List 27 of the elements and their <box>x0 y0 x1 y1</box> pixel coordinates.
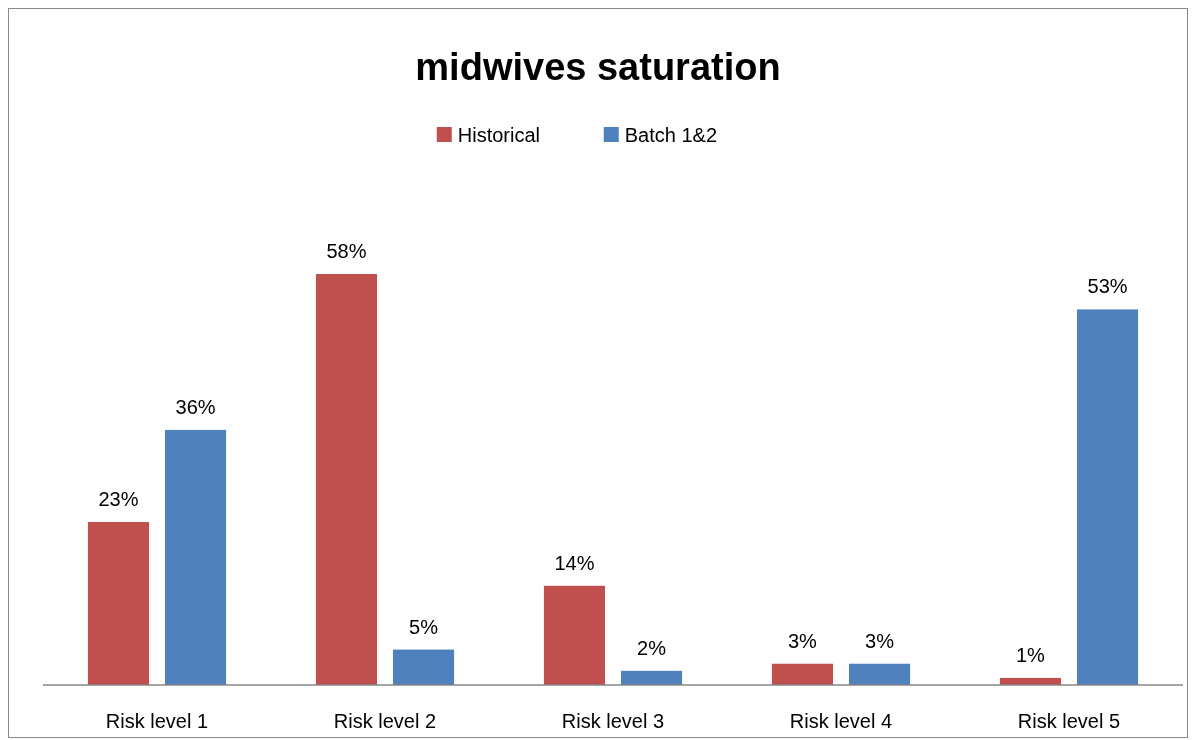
data-label: 36% <box>175 395 216 418</box>
data-label: 3% <box>788 629 818 652</box>
x-tick-label: Risk level 2 <box>333 710 437 732</box>
data-label: 1% <box>1016 643 1046 666</box>
bar <box>164 429 227 685</box>
bar <box>543 585 606 685</box>
data-label: 58% <box>326 240 367 262</box>
bar <box>1076 309 1139 685</box>
data-label: 2% <box>637 636 667 659</box>
bar <box>392 649 455 685</box>
x-tick-label: Risk level 3 <box>561 710 665 732</box>
x-tick-label: Risk level 1 <box>105 710 209 732</box>
x-tick-label: Risk level 4 <box>789 710 893 732</box>
data-label: 14% <box>554 551 595 574</box>
bar <box>87 522 150 685</box>
x-tick-label: Risk level 5 <box>1017 710 1121 732</box>
data-label: 23% <box>98 488 139 511</box>
bar <box>848 663 911 685</box>
data-label: 53% <box>1087 275 1128 298</box>
bar <box>771 663 834 685</box>
data-label: 3% <box>865 629 895 652</box>
data-label: 5% <box>409 615 439 638</box>
bar <box>315 274 378 685</box>
chart-title: midwives saturation <box>415 46 781 88</box>
bar <box>620 670 683 685</box>
legend-label: Historical <box>457 124 540 146</box>
legend-label: Batch 1&2 <box>624 124 718 146</box>
